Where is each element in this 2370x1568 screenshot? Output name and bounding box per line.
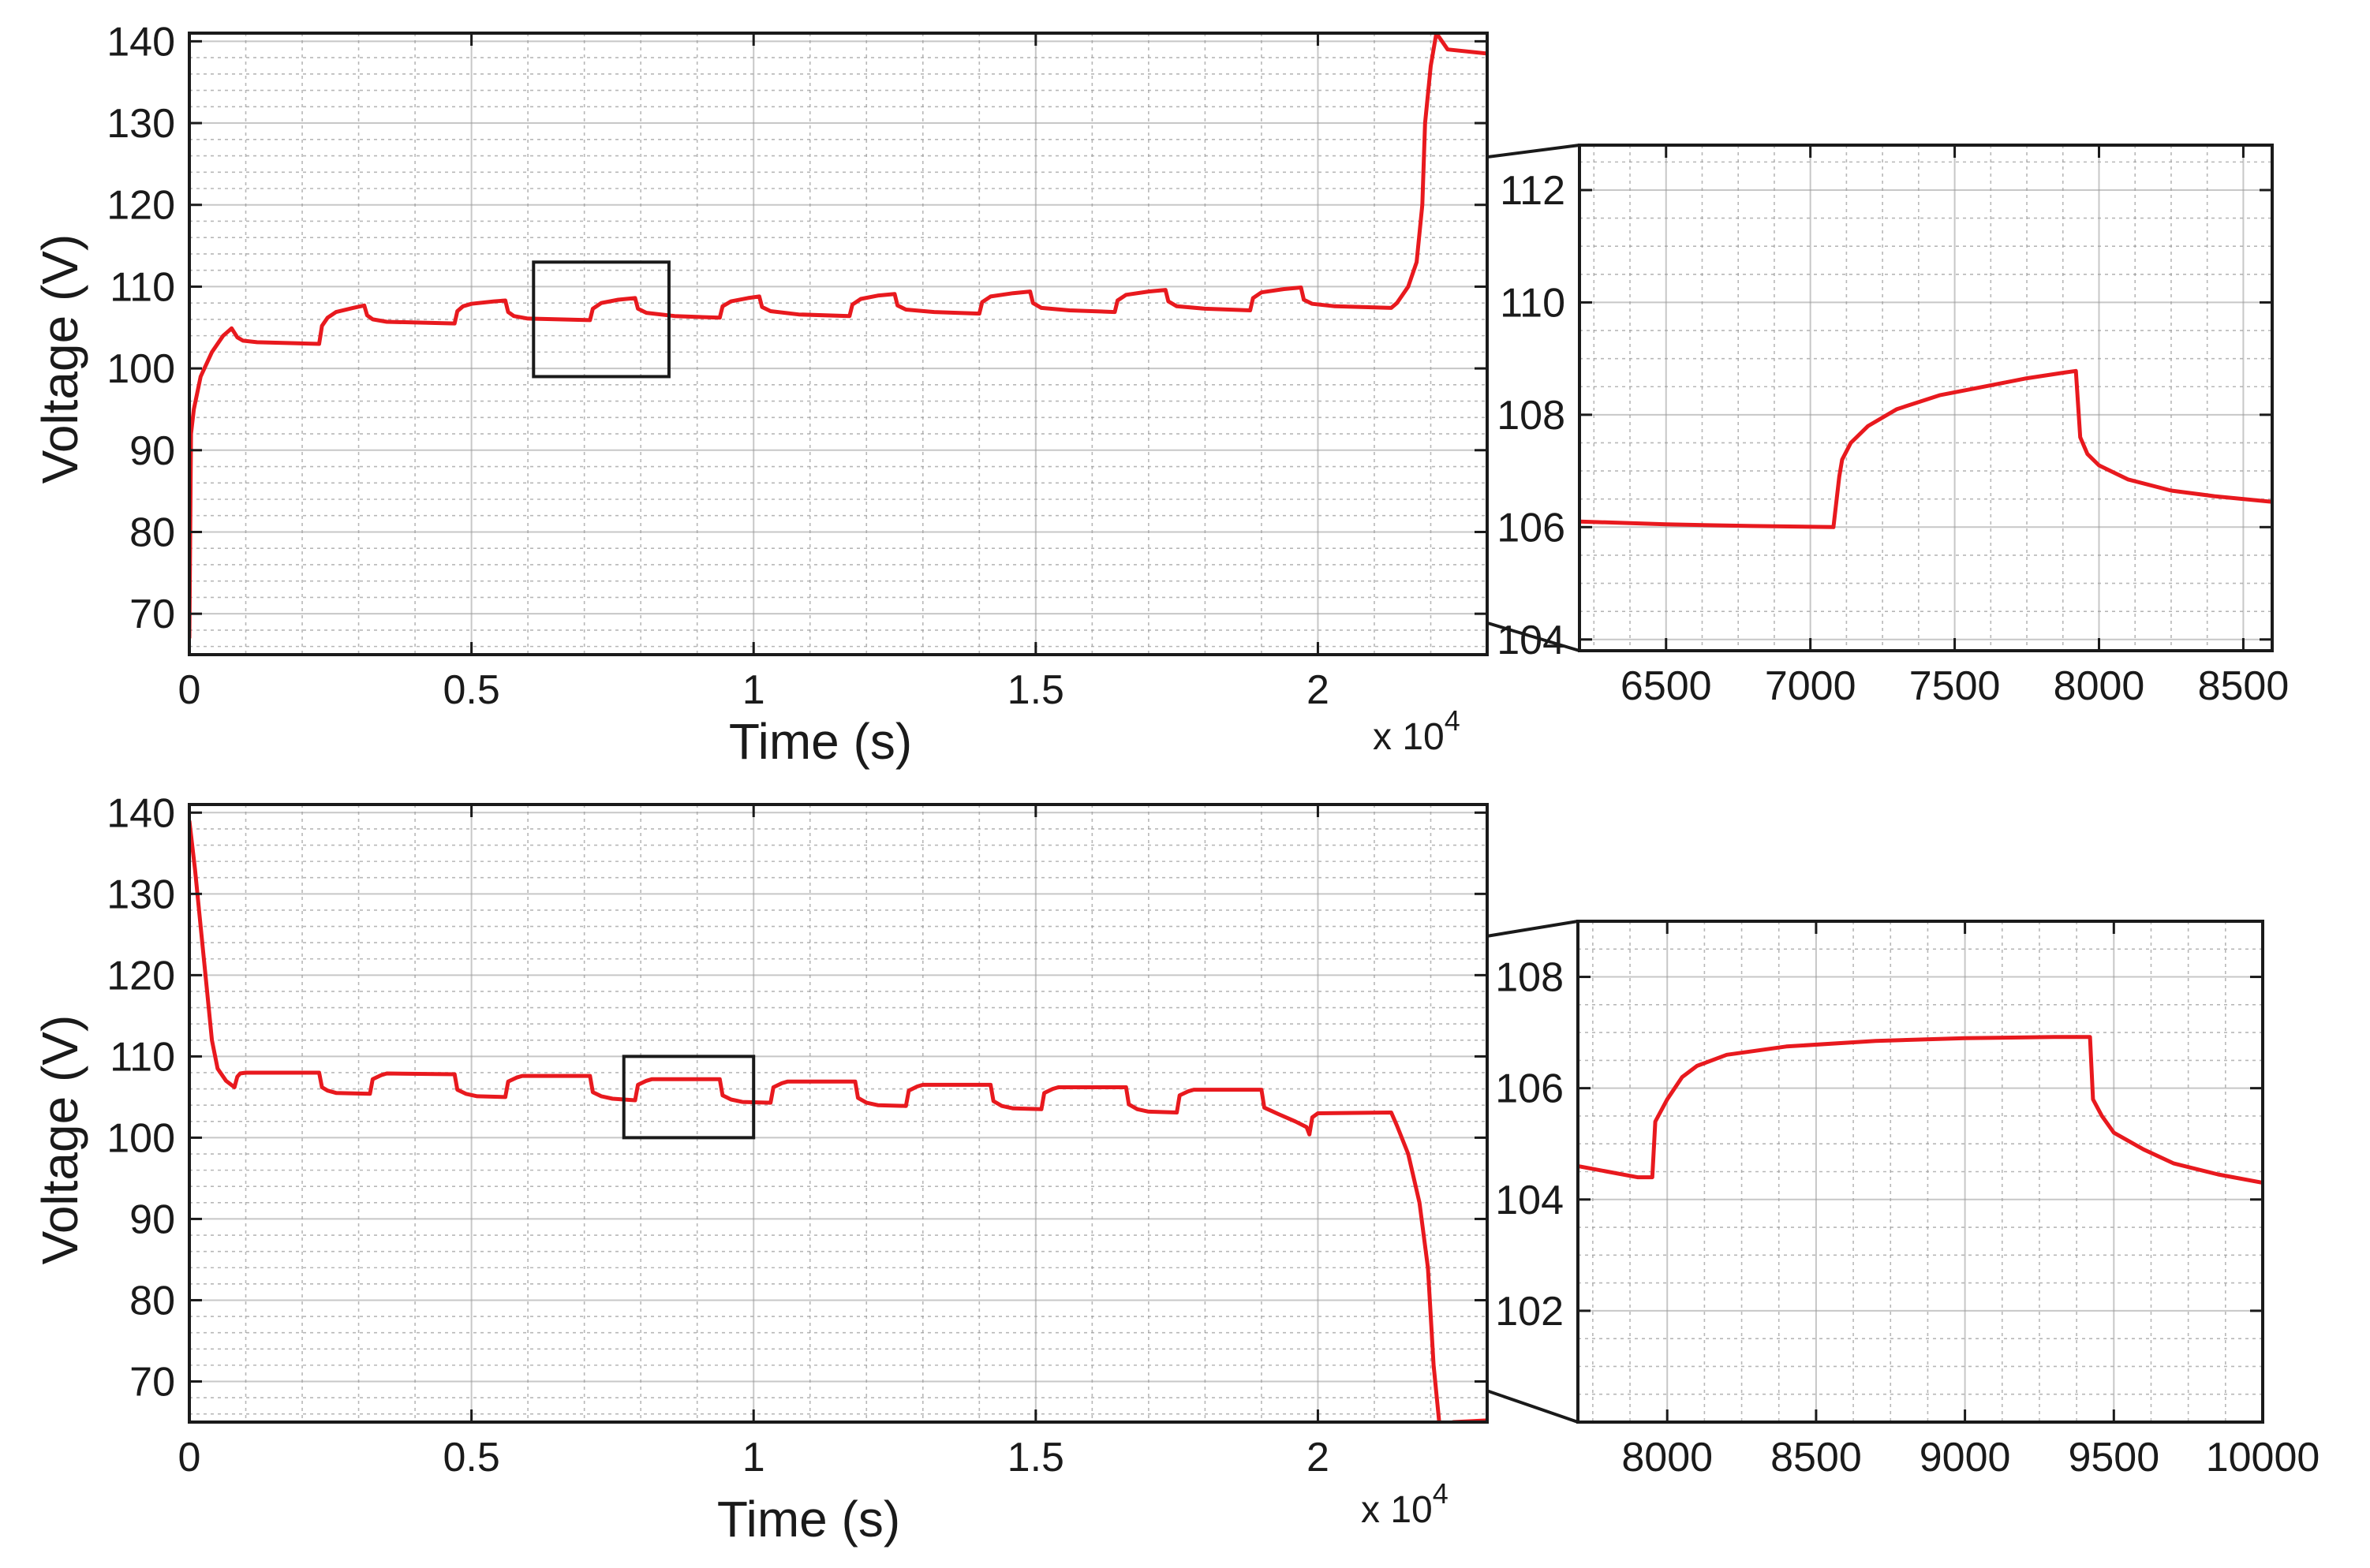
top-zoom-x-tick-label: 7500: [1909, 663, 2001, 709]
bottom-main-y-tick-label: 90: [129, 1197, 175, 1242]
top-main-x-tick-label: 0: [178, 667, 201, 713]
bottom-main-y-tick-label: 140: [107, 790, 175, 836]
bottom-zoom-y-tick-label: 108: [1495, 955, 1564, 1001]
bottom-zoom-axes-frame: [1576, 920, 2264, 1424]
bottom-zoom-series: [1578, 1035, 2263, 1185]
bottom-main-x-tick-label: 2: [1306, 1435, 1329, 1480]
bottom-main-axes-frame: [188, 803, 1489, 1424]
bottom-zoom-grid: [1578, 921, 2263, 1422]
bottom-main-y-axis-label: Voltage (V): [32, 1015, 88, 1265]
bottom-main-series-line-0: [189, 820, 1487, 1422]
top-zoom-x-tick-label: 6500: [1620, 663, 1712, 709]
top-zoom-series-line-0: [1579, 368, 2272, 529]
bottom-main-y-tick-label: 70: [129, 1359, 175, 1405]
top-main-x-axis-label: Time (s): [729, 713, 912, 770]
top-zoom-y-tick-label: 108: [1497, 393, 1565, 439]
top-main-y-tick-label: 130: [107, 101, 175, 147]
top-main-y-tick-label: 80: [129, 510, 175, 555]
top-zoom-x-tick-label: 7000: [1765, 663, 1856, 709]
bottom-main-zoom-rect: [622, 1055, 756, 1140]
bottom-main-y-tick-label: 100: [107, 1115, 175, 1161]
bottom-main-y-tick-label: 130: [107, 872, 175, 917]
top-main-y-tick-label: 110: [110, 264, 175, 310]
top-zoom-axes-frame: [1578, 144, 2274, 652]
top-zoom-y-tick-label: 104: [1497, 618, 1565, 663]
bottom-zoom-x-tick-label: 8000: [1621, 1435, 1713, 1480]
top-zoom-ticks: 6500 7000 7500 8000 8500 104 106 108 110 112: [1497, 144, 2290, 709]
top-main-x-tick-label: 0.5: [443, 667, 499, 713]
top-zoom-y-tick-label: 106: [1497, 505, 1565, 551]
bottom-zoom-x-tick-label: 10000: [2206, 1435, 2320, 1480]
bottom-zoom-ticks: 8000 8500 9000 9500 10000 102 104 106 108: [1495, 920, 2320, 1480]
bottom-main-y-tick-label: 120: [107, 953, 175, 999]
bottom-zoom-y-tick-label: 106: [1495, 1066, 1564, 1112]
top-main-zoom-box: [532, 260, 671, 379]
bottom-main-x-exponent: x 104: [1361, 1477, 1449, 1531]
top-zoom-y-tick-label: 110: [1500, 280, 1565, 326]
top-main-grid: [189, 33, 1487, 655]
top-main-x-tick-label: 1.5: [1007, 667, 1064, 713]
top-main-x-exponent: x 104: [1373, 704, 1460, 758]
bottom-main-zoom-box: [622, 1055, 756, 1140]
top-zoom-chart: 6500 7000 7500 8000 8500 104 106 108 110 112: [1497, 144, 2290, 709]
bottom-main-ticks: 0 0.5 1 1.5 2 70 80 90 100 110 120 130 140: [107, 790, 1489, 1480]
top-main-plot-area: [189, 33, 1487, 655]
top-zoom-x-tick-label: 8500: [2198, 663, 2290, 709]
bottom-main-grid: [189, 805, 1487, 1422]
bottom-main-series: [189, 820, 1487, 1422]
top-main-series: [189, 33, 1487, 639]
top-main-y-tick-label: 70: [129, 592, 175, 637]
top-main-x-tick-label: 1: [742, 667, 765, 713]
top-main-y-tick-label: 140: [107, 19, 175, 65]
bottom-main-x-tick-label: 0.5: [443, 1435, 499, 1480]
bottom-zoom-x-tick-label: 9500: [2068, 1435, 2159, 1480]
bottom-main-y-tick-label: 80: [129, 1278, 175, 1323]
bottom-main-y-tick-label: 110: [110, 1034, 175, 1080]
top-main-series-line-0: [189, 33, 1487, 639]
top-main-zoom-rect: [532, 260, 671, 379]
bottom-zoom-y-tick-label: 104: [1495, 1178, 1564, 1223]
bottom-main-x-tick-label: 1.5: [1007, 1435, 1064, 1480]
top-main-ticks: 0 0.5 1 1.5 2 70 80 90 100 110 120 130 140: [107, 19, 1489, 713]
top-main-axes-frame: [188, 32, 1489, 656]
bottom-zoom-y-tick-label: 102: [1495, 1289, 1564, 1335]
bottom-zoom-x-tick-label: 9000: [1920, 1435, 2011, 1480]
top-zoom-x-tick-label: 8000: [2054, 663, 2145, 709]
bottom-main-x-tick-label: 1: [742, 1435, 765, 1480]
top-main-y-tick-label: 100: [107, 346, 175, 392]
top-main-y-tick-label: 120: [107, 183, 175, 229]
bottom-main-x-tick-label: 0: [178, 1435, 201, 1480]
top-main-y-tick-label: 90: [129, 428, 175, 474]
bottom-zoom-series-line-0: [1578, 1035, 2263, 1185]
bottom-main-x-axis-label: Time (s): [717, 1491, 900, 1547]
bottom-zoom-x-tick-label: 8500: [1770, 1435, 1862, 1480]
top-zoom-y-tick-label: 112: [1500, 168, 1565, 214]
top-zoom-series: [1579, 368, 2272, 529]
bottom-zoom-chart: 8000 8500 9000 9500 10000 102 104 106 108: [1495, 920, 2320, 1480]
bottom-main-plot-area: [189, 805, 1487, 1422]
top-main-x-tick-label: 2: [1306, 667, 1329, 713]
top-main-y-axis-label: Voltage (V): [32, 234, 88, 484]
